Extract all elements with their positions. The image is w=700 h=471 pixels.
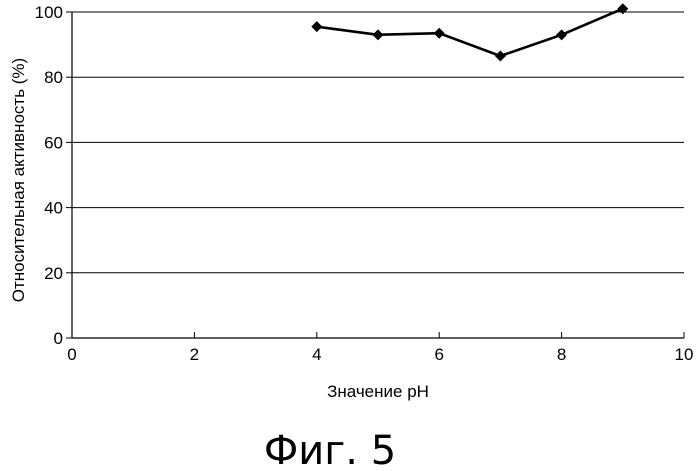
data-point-ph-5 (373, 29, 384, 40)
y-tick-label-40: 40 (44, 199, 63, 218)
data-point-ph-4 (311, 21, 322, 32)
y-tick-label-100: 100 (35, 3, 63, 22)
x-tick-label-4: 4 (312, 345, 321, 364)
axes (66, 12, 684, 338)
x-tick-label-6: 6 (434, 345, 443, 364)
x-tick-label-10: 10 (675, 345, 694, 364)
y-tick-label-20: 20 (44, 264, 63, 283)
x-tick-label-0: 0 (67, 345, 76, 364)
figure-caption: Фиг. 5 (264, 428, 396, 471)
data-point-ph-6 (434, 28, 445, 39)
x-axis-label: Значение pH (327, 382, 429, 401)
y-tick-label-80: 80 (44, 68, 63, 87)
data-point-ph-9 (617, 3, 628, 14)
grid-lines (72, 12, 684, 273)
data-point-ph-8 (556, 29, 567, 40)
series-line (317, 9, 623, 56)
data-point-ph-7 (495, 51, 506, 62)
x-tick-label-8: 8 (557, 345, 566, 364)
tick-labels: 0 20 40 60 80 100 0 2 4 6 8 10 (35, 3, 694, 364)
y-tick-label-0: 0 (54, 329, 63, 348)
y-axis-label: Относительная активность (%) (9, 58, 28, 302)
y-tick-label-60: 60 (44, 133, 63, 152)
x-tick-label-2: 2 (190, 345, 199, 364)
